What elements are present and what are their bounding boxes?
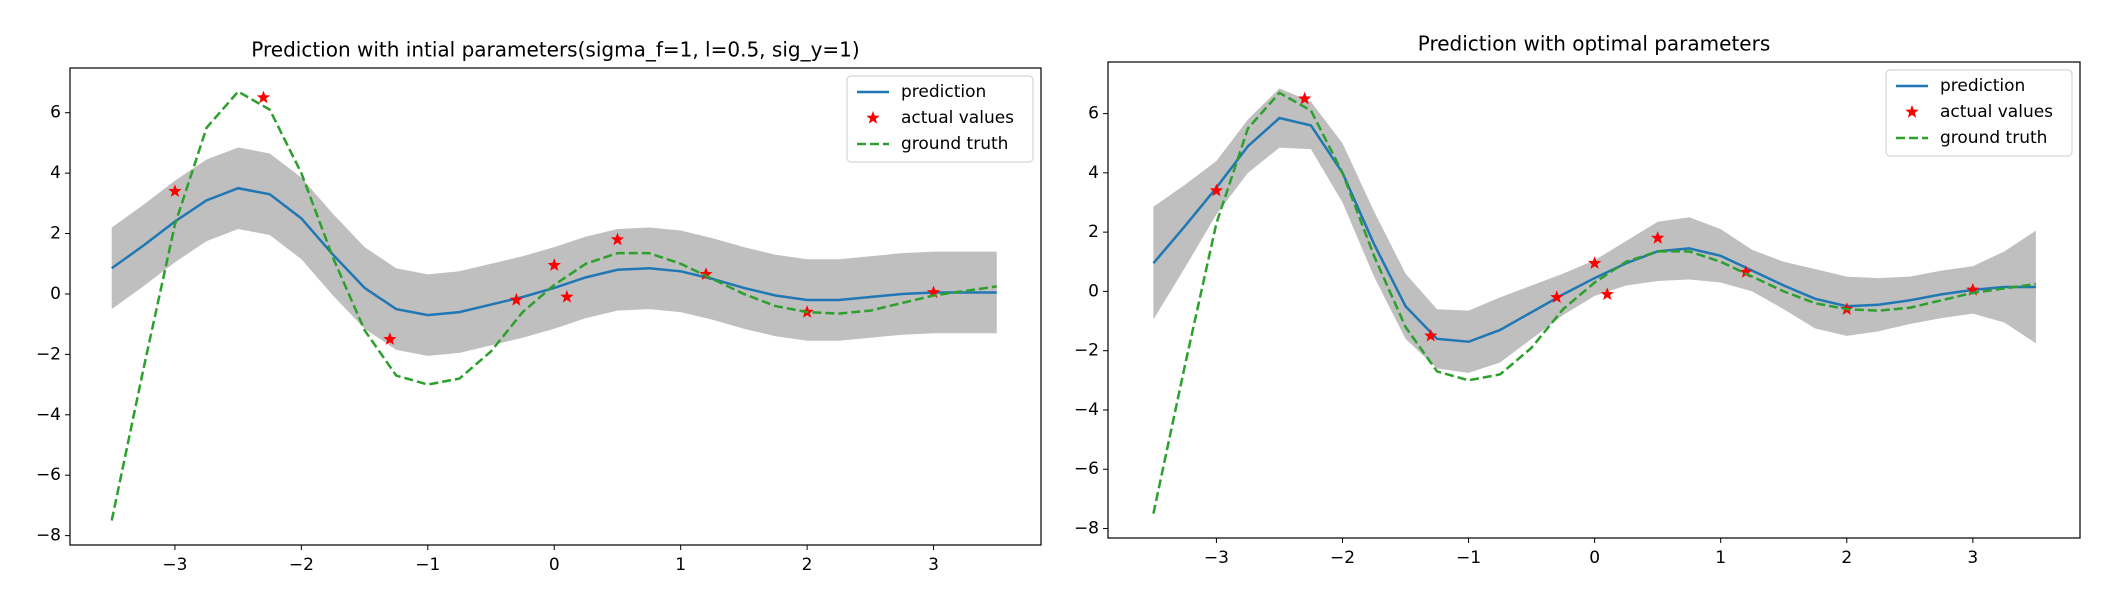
data-point — [383, 332, 397, 345]
legend-box — [1885, 69, 2073, 157]
y-tick-label: 2 — [50, 224, 61, 244]
plot-frame — [69, 67, 1042, 546]
chart-title: Prediction with intial parameters(sigma_… — [251, 38, 859, 62]
x-tick-label: −1 — [415, 555, 440, 575]
y-tick-label: 6 — [50, 103, 61, 123]
x-tick-label: 1 — [675, 555, 686, 575]
data-point — [926, 285, 941, 299]
x-tick-label: 1 — [1715, 548, 1726, 568]
data-point — [509, 293, 523, 306]
x-tick-label: −3 — [1204, 548, 1229, 568]
x-tick-label: 0 — [549, 555, 560, 575]
x-tick-label: −2 — [289, 555, 314, 575]
y-tick-label: −2 — [36, 344, 61, 364]
data-point — [1424, 328, 1438, 342]
legend-box — [846, 75, 1034, 163]
data-point — [168, 184, 182, 197]
legend-label: prediction — [1940, 76, 2025, 96]
x-tick-label: 3 — [1967, 548, 1978, 568]
line — [110, 186, 997, 317]
data-point — [256, 90, 271, 104]
y-tick-label: −6 — [36, 465, 61, 485]
confidence-band — [1153, 88, 2036, 373]
x-tick-label: 2 — [802, 555, 813, 575]
y-tick-label: 0 — [1088, 281, 1099, 301]
legend-label: actual values — [901, 108, 1014, 128]
x-tick-label: −1 — [1456, 548, 1481, 568]
x-tick-label: 3 — [928, 555, 939, 575]
data-point — [1550, 290, 1564, 303]
legend-label: prediction — [901, 82, 986, 102]
data-point — [1298, 91, 1312, 105]
y-tick-label: −8 — [1074, 519, 1099, 539]
confidence-band — [111, 147, 997, 356]
data-point — [560, 290, 574, 303]
line — [1152, 116, 2036, 344]
y-tick-label: 6 — [1088, 104, 1099, 124]
x-tick-label: 2 — [1841, 548, 1852, 568]
chart-title: Prediction with optimal parameters — [1418, 32, 1771, 56]
legend-marker — [1905, 105, 1919, 118]
x-tick-label: −2 — [1330, 548, 1355, 568]
legend-label: ground truth — [901, 134, 1008, 154]
y-tick-label: 4 — [50, 163, 61, 183]
data-point — [610, 232, 625, 246]
legend-marker — [866, 111, 880, 124]
data-point — [699, 267, 713, 280]
data-point — [547, 258, 561, 271]
y-tick-label: −2 — [1074, 341, 1099, 361]
y-tick-label: −6 — [1074, 459, 1099, 479]
y-tick-label: 0 — [50, 284, 61, 304]
data-point — [1600, 287, 1614, 300]
dashed-line — [1152, 91, 2037, 514]
y-tick-label: −4 — [1074, 400, 1099, 420]
data-point — [1588, 256, 1602, 269]
y-tick-label: 4 — [1088, 163, 1099, 183]
y-tick-label: −8 — [36, 526, 61, 546]
legend-label: ground truth — [1940, 128, 2047, 148]
data-point — [1966, 282, 1980, 296]
data-point — [1651, 231, 1665, 244]
x-tick-label: 0 — [1589, 548, 1600, 568]
data-point — [1739, 265, 1753, 278]
y-tick-label: −4 — [36, 405, 61, 425]
y-tick-label: 2 — [1088, 222, 1099, 242]
plot-frame — [1107, 61, 2081, 539]
x-tick-label: −3 — [162, 555, 187, 575]
legend-label: actual values — [1940, 102, 2053, 122]
dashed-line — [110, 89, 997, 521]
data-point — [1209, 183, 1224, 197]
